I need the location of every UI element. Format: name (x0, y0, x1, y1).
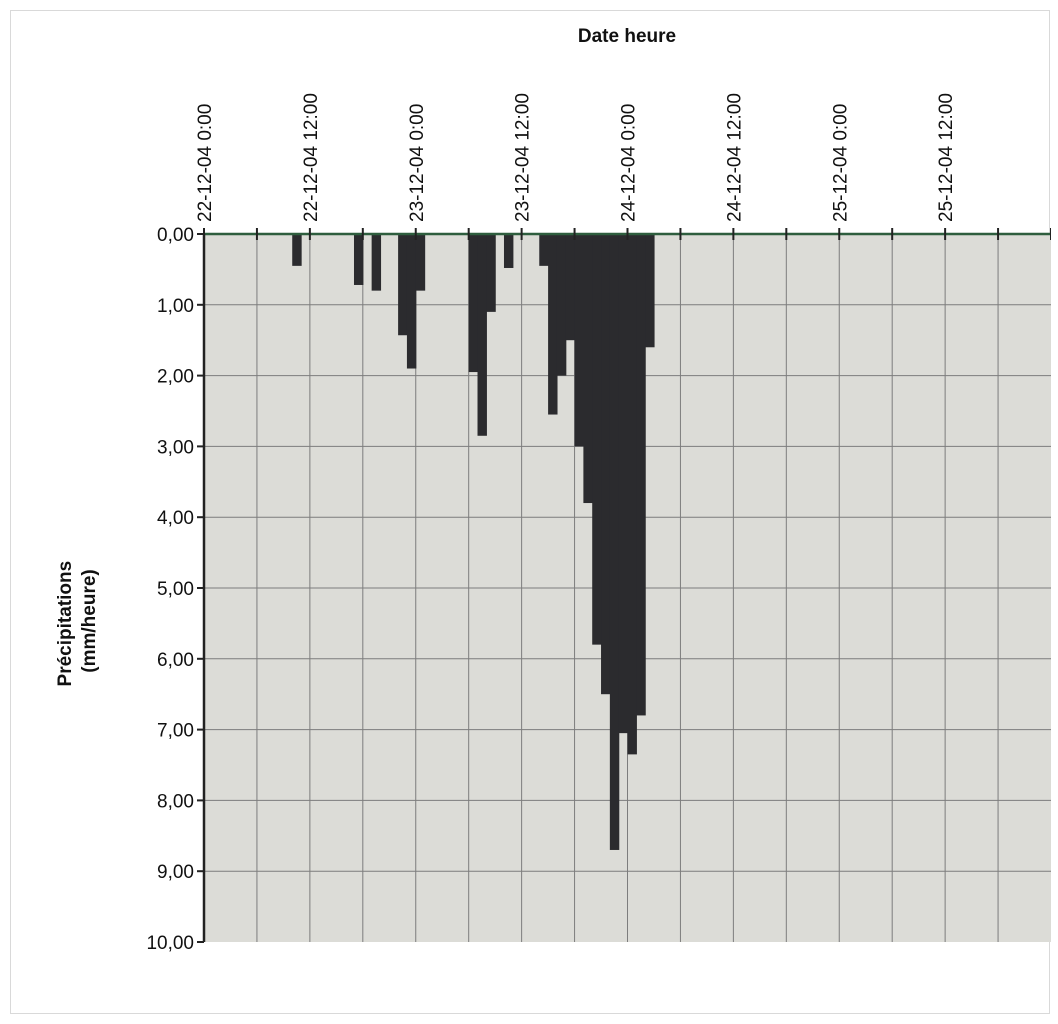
chart-frame: 0,00 1,00 2,00 3,00 4,00 5,00 6,00 7,00 8,00 9,00… (10, 10, 1051, 1014)
y-axis-title: Précipitations (mm/heure) (55, 556, 100, 687)
tick-labels: 0,00 1,00 2,00 3,00 4,00 5,00 6,00 7,00 8,00 9,00… (146, 93, 957, 954)
precipitation-bar (609, 234, 620, 850)
y-tick-label: 10,00 (146, 933, 194, 954)
precipitation-bar (477, 234, 487, 436)
precipitation-bar (292, 234, 302, 266)
precipitation-bar (565, 234, 576, 341)
precipitation-bar (415, 234, 426, 291)
precipitation-bar (486, 234, 496, 312)
precipitation-bar (618, 234, 629, 734)
x-tick-label: 23-12-04 0:00 (407, 104, 428, 222)
x-axis-title: Date heure (578, 26, 676, 47)
precipitation-bar (398, 234, 408, 336)
precipitation-bar (539, 234, 549, 266)
precipitation-bar (583, 234, 593, 504)
y-tick-label: 1,00 (157, 296, 194, 317)
x-tick-label: 23-12-04 12:00 (513, 93, 534, 222)
y-tick-label: 5,00 (157, 579, 194, 600)
precipitation-bar (548, 234, 558, 415)
x-tick-label: 22-12-04 12:00 (301, 93, 322, 222)
axes (197, 228, 1051, 943)
precipitation-bar (353, 234, 364, 285)
y-axis-title-line-1: Précipitations (55, 561, 76, 687)
y-tick-label: 3,00 (157, 437, 194, 458)
precipitation-bar (574, 234, 584, 447)
x-tick-label: 25-12-04 0:00 (830, 104, 851, 222)
precipitation-bar (636, 234, 646, 716)
y-axis-title-line-2: (mm/heure) (79, 569, 100, 672)
precipitation-bar (592, 234, 602, 645)
precipitation-bar (627, 234, 637, 755)
y-tick-label: 0,00 (157, 225, 194, 246)
x-tick-label: 22-12-04 0:00 (195, 104, 216, 222)
precipitation-bar (601, 234, 611, 695)
y-tick-label: 9,00 (157, 862, 194, 883)
y-tick-label: 6,00 (157, 650, 194, 671)
x-tick-label: 24-12-04 0:00 (619, 104, 640, 222)
x-tick-label: 24-12-04 12:00 (724, 93, 745, 222)
hyetograph-chart: 0,00 1,00 2,00 3,00 4,00 5,00 6,00 7,00 8,00 9,00… (55, 26, 1051, 954)
y-tick-label: 4,00 (157, 508, 194, 529)
precipitation-bar (371, 234, 382, 291)
x-tick-label: 25-12-04 12:00 (936, 93, 957, 222)
y-tick-label: 2,00 (157, 367, 194, 388)
precipitation-bar (406, 234, 417, 369)
bars (292, 234, 655, 850)
precipitation-bar (503, 234, 514, 268)
y-tick-label: 8,00 (157, 791, 194, 812)
precipitation-bar (556, 234, 567, 376)
precipitation-bar (645, 234, 655, 348)
y-tick-label: 7,00 (157, 721, 194, 742)
precipitation-bar (468, 234, 479, 373)
